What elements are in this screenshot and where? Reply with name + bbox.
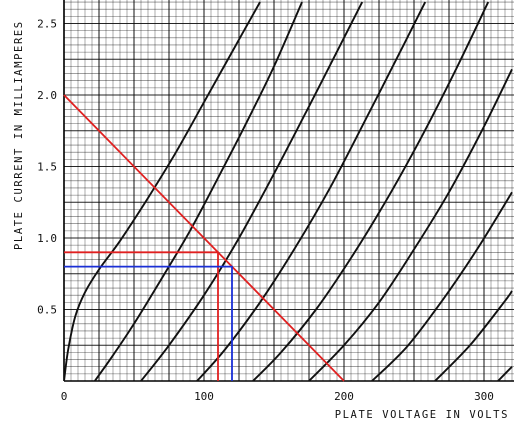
characteristic-curve [94,1,303,381]
operating-point-projection [64,265,233,381]
y-tick-label: 0.5 [37,304,57,317]
characteristic-curves [64,1,513,381]
characteristic-curve [196,1,427,381]
x-tick-label: 100 [194,390,214,403]
characteristic-curve [140,1,364,381]
characteristic-curve [497,366,513,381]
tick-labels: 0 100 200 300 0.5 1.0 1.5 2.0 2.5 [37,18,494,404]
y-axis-title: PLATE CURRENT IN MILLIAMPERES [13,20,25,250]
characteristic-curve [308,68,513,381]
operating-point-projection [64,251,219,381]
x-tick-label: 0 [61,390,68,403]
load-line-overlay [63,94,345,382]
y-tick-label: 1.5 [37,161,57,174]
y-tick-label: 1.0 [37,232,57,245]
y-tick-label: 2.0 [37,89,57,102]
y-tick-label: 2.5 [37,18,57,31]
characteristic-curve [371,191,513,381]
x-tick-label: 200 [334,390,354,403]
x-tick-label: 300 [474,390,494,403]
characteristic-curve [434,290,513,381]
characteristic-curve [64,1,261,381]
x-axis-title: PLATE VOLTAGE IN VOLTS [335,409,509,421]
characteristic-curve [252,1,490,381]
load-line [63,94,345,382]
